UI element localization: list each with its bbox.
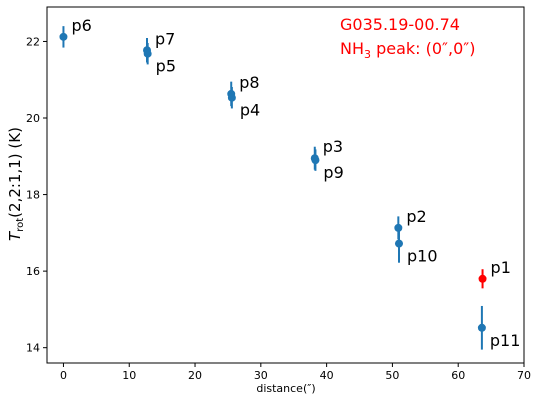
point-p1 — [478, 274, 487, 283]
y-axis-label-rest: (2,2:1,1) (K) — [6, 127, 24, 218]
point-p10 — [394, 239, 403, 248]
x-tick-label: 20 — [188, 369, 202, 382]
x-tick-label: 40 — [320, 369, 334, 382]
y-axis-label-main: T — [6, 230, 24, 241]
label-p5: p5 — [156, 57, 176, 76]
label-p4: p4 — [240, 101, 260, 120]
y-tick-label: 20 — [26, 112, 40, 125]
y-axis-ticks: 14 16 18 20 22 — [26, 35, 47, 355]
y-tick-label: 22 — [26, 35, 40, 48]
plot-area — [46, 6, 525, 364]
annotation-peak-sub: 3 — [364, 48, 371, 61]
x-tick-label: 0 — [60, 369, 67, 382]
point-p4 — [227, 93, 236, 102]
label-p6: p6 — [71, 16, 91, 35]
x-tick-label: 70 — [517, 369, 531, 382]
y-axis-label: Trot(2,2:1,1) (K) — [6, 127, 26, 241]
label-p7: p7 — [155, 29, 175, 48]
x-axis-label: distance(″) — [256, 382, 315, 395]
annotation-peak-suffix: peak: (0″,0″) — [371, 39, 476, 58]
annotation-peak: NH3 peak: (0″,0″) — [340, 39, 476, 61]
point-labels: p6 p7 p5 p8 p4 p3 p9 p2 p10 p1 p11 — [71, 16, 520, 350]
annotation-peak-prefix: NH — [340, 39, 364, 58]
x-tick-label: 50 — [385, 369, 399, 382]
label-p3: p3 — [323, 137, 343, 156]
label-p9: p9 — [323, 163, 343, 182]
y-tick-label: 16 — [26, 265, 40, 278]
label-p8: p8 — [239, 73, 259, 92]
label-p10: p10 — [407, 247, 438, 266]
y-tick-label: 14 — [26, 342, 40, 355]
label-p1: p1 — [491, 258, 511, 277]
point-p6 — [59, 32, 68, 41]
x-tick-label: 10 — [122, 369, 136, 382]
point-p11 — [477, 323, 486, 332]
label-p2: p2 — [406, 207, 426, 226]
x-tick-label: 60 — [451, 369, 465, 382]
point-p5 — [143, 49, 152, 58]
y-tick-label: 18 — [26, 189, 40, 202]
x-tick-label: 30 — [254, 369, 268, 382]
data-points — [59, 26, 487, 350]
point-p9 — [311, 156, 320, 165]
label-p11: p11 — [490, 331, 521, 350]
annotation-title: G035.19-00.74 — [340, 15, 460, 34]
y-axis-label-sub: rot — [15, 218, 26, 232]
x-axis-ticks: 0 10 20 30 40 50 60 70 — [60, 363, 531, 382]
plot-frame — [46, 6, 525, 364]
